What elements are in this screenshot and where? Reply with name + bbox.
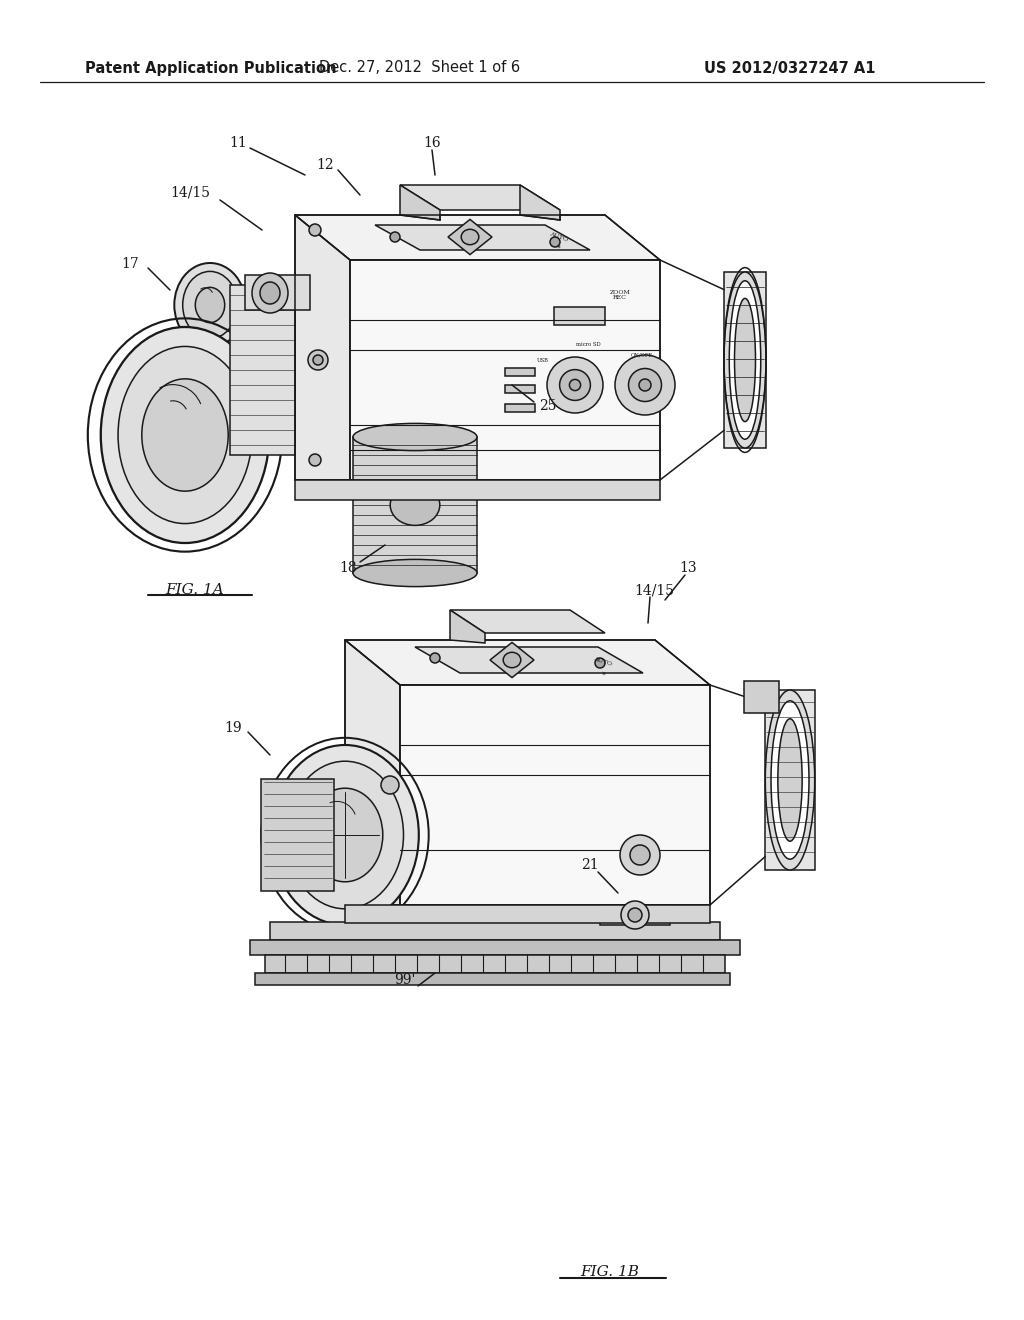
Polygon shape [415,647,643,673]
Circle shape [309,454,321,466]
Polygon shape [505,385,535,393]
Polygon shape [765,690,815,870]
Circle shape [630,845,650,865]
Polygon shape [250,940,740,954]
Ellipse shape [260,282,280,304]
Text: 16: 16 [423,136,440,150]
Polygon shape [261,779,334,891]
Text: 14/15: 14/15 [634,583,674,597]
Text: 14/15: 14/15 [170,186,210,201]
Polygon shape [600,906,670,925]
Text: 21: 21 [582,858,599,873]
Polygon shape [295,215,660,260]
Circle shape [550,238,560,247]
Polygon shape [505,404,535,412]
Text: 12: 12 [316,158,334,172]
Text: 19: 19 [224,721,242,735]
Text: Patent Application Publication: Patent Application Publication [85,61,337,75]
Circle shape [639,379,651,391]
Text: micro SD: micro SD [575,342,600,347]
Ellipse shape [100,327,269,543]
Ellipse shape [252,273,288,313]
Text: *: * [600,671,606,680]
Ellipse shape [271,744,419,925]
Circle shape [309,224,321,236]
Ellipse shape [778,719,802,841]
Polygon shape [400,185,440,220]
Text: 17: 17 [121,257,139,271]
Circle shape [390,232,400,242]
Circle shape [313,355,323,366]
Polygon shape [345,906,710,923]
Ellipse shape [734,298,756,421]
Ellipse shape [174,263,246,347]
Circle shape [620,836,660,875]
Polygon shape [400,185,560,210]
Polygon shape [554,308,605,325]
Polygon shape [400,685,710,906]
Ellipse shape [724,272,766,447]
Circle shape [381,776,399,795]
Circle shape [629,368,662,401]
Text: ON/OFF: ON/OFF [631,352,653,358]
Ellipse shape [141,379,228,491]
Polygon shape [345,640,710,685]
Polygon shape [375,224,590,249]
Ellipse shape [729,281,761,440]
Ellipse shape [196,288,224,322]
Ellipse shape [353,560,477,586]
Polygon shape [295,480,660,500]
Text: FIG. 1A: FIG. 1A [166,583,224,597]
Polygon shape [505,368,535,376]
Ellipse shape [390,484,439,525]
Ellipse shape [503,652,521,668]
Polygon shape [350,260,660,480]
Circle shape [569,379,581,391]
Text: ZOOM
REC: ZOOM REC [609,289,631,301]
Circle shape [308,350,328,370]
Ellipse shape [182,272,238,339]
Ellipse shape [353,424,477,450]
Ellipse shape [771,701,809,859]
Ellipse shape [118,346,252,524]
Polygon shape [245,275,310,310]
Polygon shape [230,285,295,455]
Text: US 2012/0327247 A1: US 2012/0327247 A1 [705,61,876,75]
Text: AUTO: AUTO [548,231,567,243]
Polygon shape [520,185,560,220]
Ellipse shape [461,230,479,244]
Polygon shape [345,640,400,906]
Ellipse shape [765,690,815,870]
Polygon shape [265,954,725,973]
Circle shape [559,370,591,400]
Text: 25: 25 [540,399,557,413]
Polygon shape [744,681,778,713]
Ellipse shape [307,788,383,882]
Polygon shape [255,973,730,985]
Circle shape [430,653,440,663]
Text: AUTO: AUTO [593,656,612,668]
Polygon shape [490,643,534,677]
Polygon shape [353,437,477,573]
Text: 11: 11 [229,136,247,150]
Ellipse shape [287,762,403,908]
Circle shape [595,657,605,668]
Polygon shape [295,215,350,480]
Text: USB: USB [537,358,549,363]
Text: Dec. 27, 2012  Sheet 1 of 6: Dec. 27, 2012 Sheet 1 of 6 [319,61,520,75]
Text: 18: 18 [339,561,356,576]
Text: FIG. 1B: FIG. 1B [581,1265,640,1279]
Circle shape [621,902,649,929]
Text: *: * [555,243,561,252]
Text: 13: 13 [679,561,696,576]
Circle shape [628,908,642,921]
Circle shape [547,356,603,413]
Polygon shape [450,610,605,634]
Polygon shape [449,219,492,255]
Circle shape [615,355,675,414]
Polygon shape [450,610,485,643]
Polygon shape [270,921,720,940]
Text: 99': 99' [394,973,416,987]
Polygon shape [724,272,766,447]
